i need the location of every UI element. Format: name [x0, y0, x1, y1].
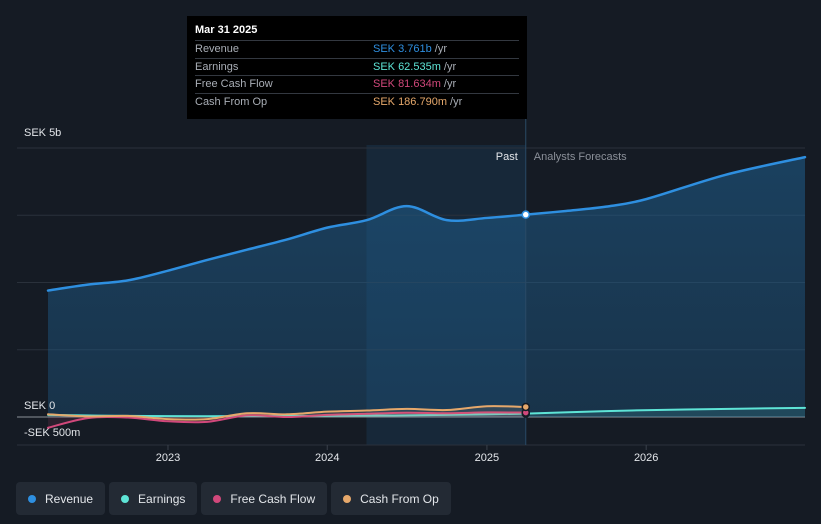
- x-tick-label: 2026: [634, 452, 658, 464]
- x-tick-label: 2025: [475, 452, 499, 464]
- legend-item-cash-from-op[interactable]: Cash From Op: [331, 482, 451, 515]
- legend-dot-icon: [213, 494, 222, 503]
- past-label: Past: [496, 151, 518, 163]
- tooltip-row-value: SEK 81.634m /yr: [373, 78, 457, 90]
- tooltip-row-label: Free Cash Flow: [195, 78, 273, 90]
- revenue-line: [46, 155, 807, 292]
- tooltip-row-label: Earnings: [195, 60, 239, 73]
- earnings-line: [47, 406, 806, 418]
- tooltip-row-value: SEK 62.535m /yr: [373, 60, 457, 73]
- tooltip-row-label: Cash From Op: [195, 95, 268, 108]
- legend: Revenue Earnings Free Cash Flow Cash From O…: [16, 482, 451, 515]
- tooltip-row-label: Revenue: [195, 43, 240, 55]
- revenue-area: [48, 157, 805, 417]
- legend-dot-icon: [343, 494, 352, 503]
- legend-item-revenue[interactable]: Revenue: [16, 482, 106, 515]
- legend-dot-icon: [28, 494, 36, 503]
- earnings-area: [48, 407, 805, 417]
- x-tick-label: 2023: [156, 452, 180, 464]
- legend-label: Earnings: [138, 491, 186, 506]
- x-tick-label: 2024: [315, 452, 339, 464]
- y-tick-label: -SEK 500m: [24, 427, 80, 439]
- legend-label: Free Cash Flow: [230, 491, 316, 506]
- free-cash-flow-area: [48, 412, 526, 428]
- legend-item-free-cash-flow[interactable]: Free Cash Flow: [201, 482, 328, 515]
- tooltip: Mar 31 2025 Revenue SEK 3.761b /yr Earning…: [187, 16, 527, 119]
- legend-dot-icon: [121, 494, 130, 503]
- tooltip-row-cash-from-op: Cash From Op SEK 186.790m /yr: [195, 92, 519, 111]
- tooltip-date: Mar 31 2025: [195, 24, 258, 36]
- revenue-marker: [521, 210, 531, 219]
- tooltip-row-revenue: Revenue SEK 3.761b /yr: [195, 40, 519, 58]
- free-cash-flow-line: [47, 411, 527, 429]
- y-tick-label: SEK 0: [24, 400, 55, 412]
- tooltip-row-value: SEK 3.761b /yr: [373, 43, 447, 55]
- y-tick-label: SEK 5b: [24, 127, 61, 139]
- legend-label: Revenue: [45, 491, 94, 506]
- cash-from-op-marker: [521, 402, 531, 412]
- tooltip-row-value: SEK 186.790m /yr: [373, 95, 463, 108]
- legend-label: Cash From Op: [360, 491, 439, 506]
- legend-item-earnings[interactable]: Earnings: [109, 482, 198, 515]
- tooltip-row-earnings: Earnings SEK 62.535m /yr: [195, 57, 519, 76]
- forecast-label: Analysts Forecasts: [534, 151, 627, 163]
- tooltip-row-free-cash-flow: Free Cash Flow SEK 81.634m /yr: [195, 75, 519, 93]
- cash-from-op-line: [47, 405, 527, 421]
